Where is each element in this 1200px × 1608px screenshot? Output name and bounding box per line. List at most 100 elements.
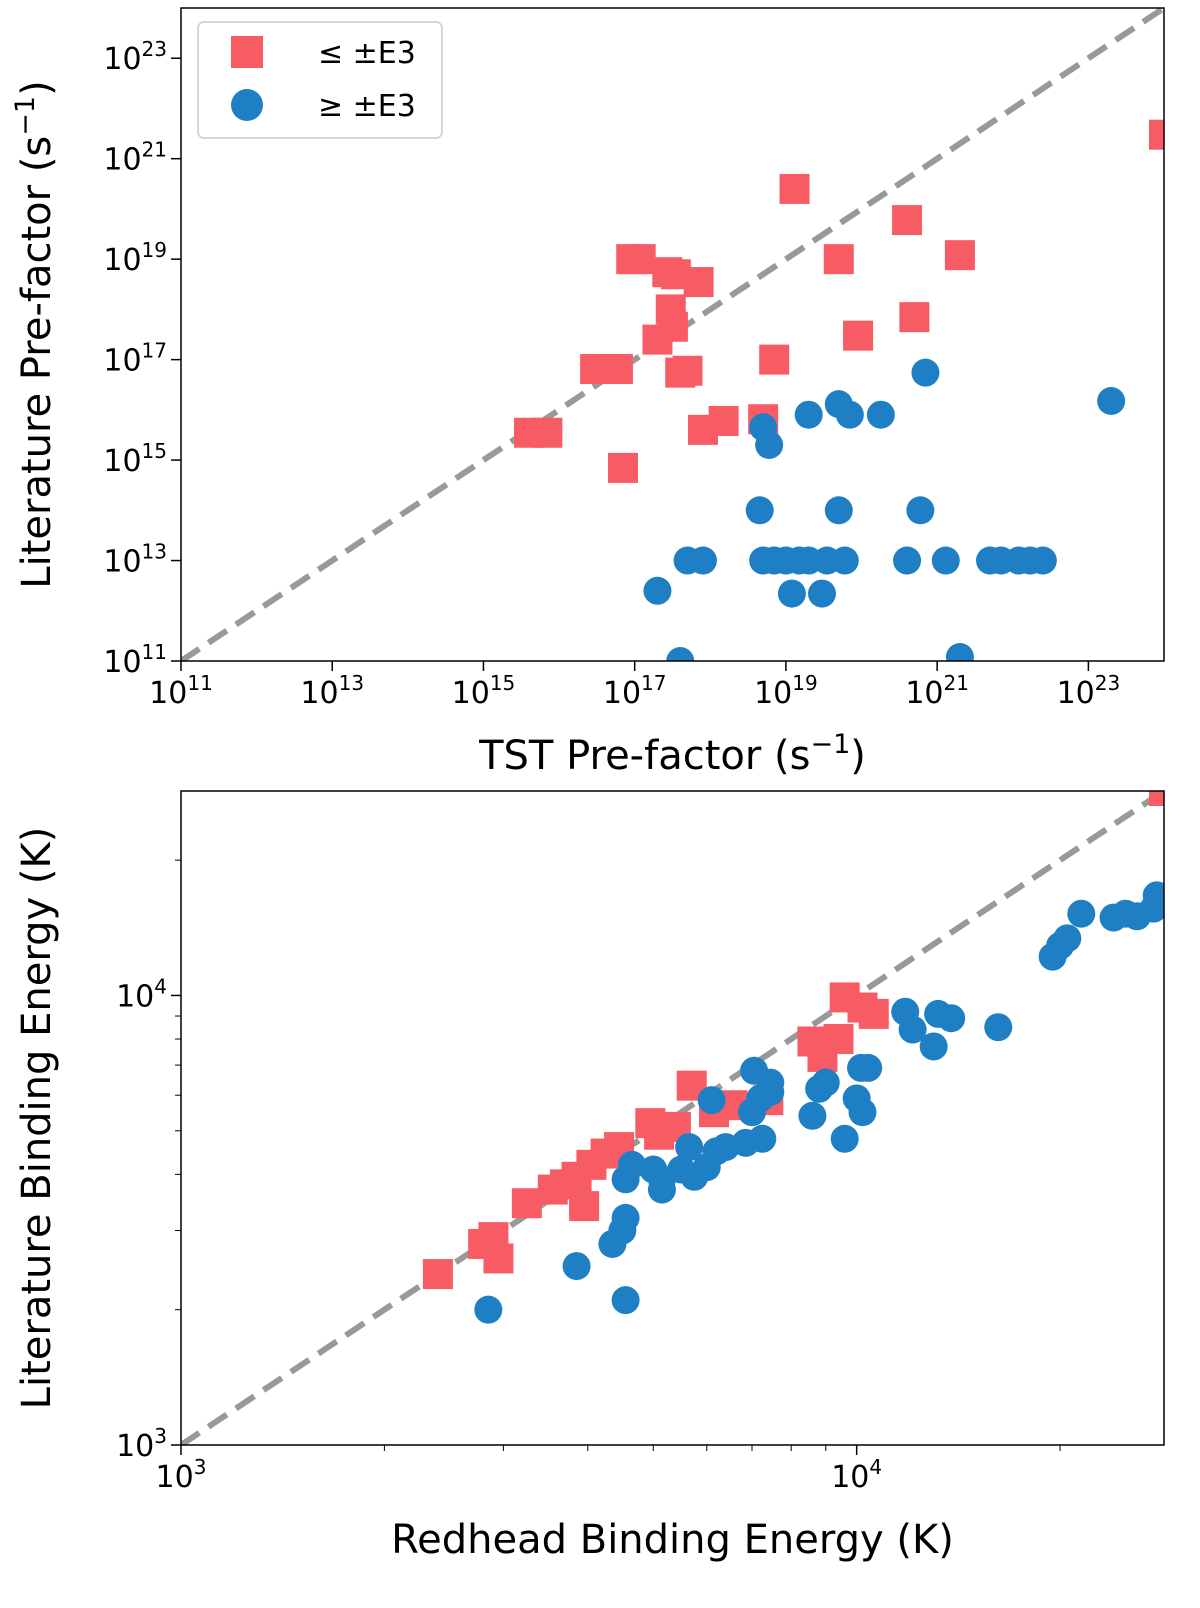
tick-exponent: 4 [154,974,167,998]
data-point-square [944,240,975,271]
tick-exponent: 15 [142,439,167,463]
data-point-square [858,998,889,1029]
data-point-square [602,354,633,385]
data-point-square [779,173,810,204]
x-axis-title-text: TST Pre-factor (s [478,733,810,779]
x-axis-title-text: Redhead Binding Energy (K) [391,1517,954,1563]
legend-label: ≥ ±E3 [318,89,416,124]
tick-base: 10 [452,676,490,711]
data-point-circle [893,546,922,575]
tick-base: 10 [103,344,141,379]
data-point-circle [824,496,853,525]
data-point-square [823,244,854,275]
data-point-square [708,405,739,436]
tick-base: 10 [103,243,141,278]
data-point-circle [1067,899,1096,928]
data-point-square [892,205,923,236]
data-point-square [1149,119,1164,150]
data-point-square [843,320,874,351]
y-axis-title-exponent: −1 [10,96,41,136]
tick-base: 10 [300,676,338,711]
tick-exponent: 13 [142,540,167,564]
data-point-circle [1142,881,1164,910]
x-tick-label: 104 [831,1455,882,1495]
data-point-circle [798,1101,827,1130]
x-tick-label: 1011 [149,671,213,711]
data-point-square [899,302,930,333]
data-point-circle [898,1015,927,1044]
tick-exponent: 19 [792,671,817,695]
legend-label: ≤ ±E3 [318,36,416,71]
data-point-circle [611,1203,640,1232]
data-points [422,791,1164,1324]
data-point-circle [562,1252,591,1281]
data-point-circle [830,1124,859,1153]
data-point-circle [688,546,717,575]
tick-exponent: 3 [154,1424,167,1448]
x-axis-title: TST Pre-factor (s−1) [478,729,866,779]
y-axis-title-close: ) [14,80,60,96]
x-tick-label: 103 [156,1455,207,1495]
data-point-square [823,1024,854,1055]
data-point-square [422,1259,453,1290]
tick-base: 10 [116,979,154,1014]
data-point-circle [794,400,823,429]
y-axis-title: Literature Pre-factor (s−1) [10,80,60,588]
tick-base: 10 [149,676,187,711]
data-point-circle [811,1068,840,1097]
series-squares [513,119,1164,483]
data-point-circle [643,576,672,605]
data-point-circle [697,1086,726,1115]
y-tick-label: 1015 [103,439,167,479]
tick-exponent: 3 [194,1455,207,1479]
legend-square-marker [231,36,263,68]
y-tick-label: 1021 [103,138,167,178]
chart-1: 1011 1013 1015 1017 1019 1021 1023101110131015… [10,7,1165,779]
tick-exponent: 23 [1095,671,1120,695]
tick-exponent: 15 [490,671,515,695]
data-point-circle [756,1068,785,1097]
data-point-circle [755,430,784,459]
axes-frame [180,7,1165,662]
tick-exponent: 13 [339,671,364,695]
tick-exponent: 21 [944,671,969,695]
tick-base: 10 [103,645,141,680]
x-tick-label: 1015 [452,671,516,711]
data-point-square [683,267,714,298]
y-axis-title-text: Literature Pre-factor (s [14,136,60,589]
data-point-circle [911,358,940,387]
data-point-circle [1097,387,1126,416]
series-circles [474,881,1164,1324]
tick-base: 10 [754,676,792,711]
tick-exponent: 23 [142,37,167,61]
data-point-circle [666,647,695,661]
x-axis-title-close: ) [850,733,866,779]
tick-exponent: 11 [142,640,167,664]
axes-frame [180,790,1165,1446]
x-tick-label: 1021 [905,671,969,711]
tick-base: 10 [103,444,141,479]
tick-base: 10 [103,545,141,580]
data-point-circle [906,496,935,525]
data-point-circle [675,1133,704,1162]
data-point-circle [617,1150,646,1179]
y-tick-label: 104 [116,974,167,1014]
x-tick-label: 1019 [754,671,818,711]
tick-exponent: 19 [142,238,167,262]
data-point-square [532,417,563,448]
data-point-circle [808,579,837,608]
data-points [513,119,1164,661]
tick-base: 10 [156,1460,194,1495]
data-point-square [625,244,656,275]
tick-base: 10 [103,42,141,77]
series-squares [422,791,1164,1290]
data-point-circle [830,546,859,575]
data-point-circle [474,1295,503,1324]
data-point-circle [984,1013,1013,1042]
data-point-circle [937,1004,966,1033]
data-point-circle [748,1124,777,1153]
data-point-square [657,311,688,342]
legend: ≤ ±E3 ≥ ±E3 [197,21,443,139]
x-axis-title: Redhead Binding Energy (K) [391,1517,954,1563]
